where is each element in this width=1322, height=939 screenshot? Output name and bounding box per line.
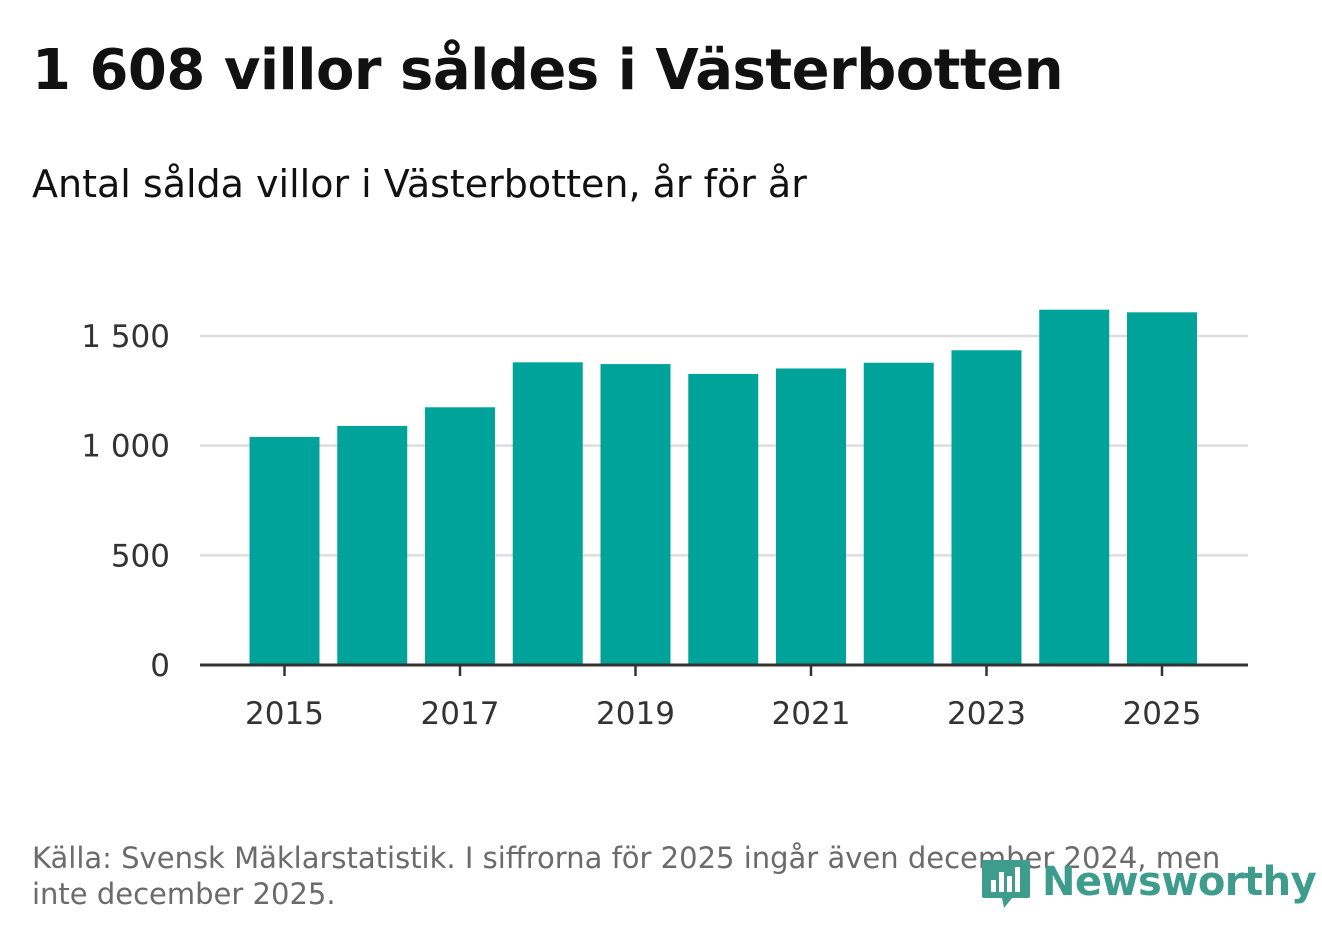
bar-2025 [1127,312,1197,665]
logo-text: Newsworthy [1042,859,1317,905]
bar-2019 [600,364,671,665]
bar-2015 [249,436,320,665]
chart-subtitle: Antal sålda villor i Västerbotten, år fö… [32,162,807,206]
bar-2016 [337,425,408,665]
x-tick-label: 2015 [245,696,324,732]
x-tick-label: 2017 [421,696,500,732]
chart-title: 1 608 villor såldes i Västerbotten [32,38,1064,103]
bar-2021 [776,368,846,665]
y-tick-label: 1 500 [81,319,170,355]
bar-chart-bubble-icon [982,860,1030,908]
y-tick-label: 0 [150,648,170,684]
y-tick-label: 500 [111,538,170,574]
bar-2018 [512,362,583,665]
axes: 0 500 1 000 1 500 2015 2017 2019 2021 2023 2025 [81,319,1248,732]
x-tick-label: 2021 [772,696,851,732]
bar-2017 [425,407,495,665]
x-tick-label: 2023 [947,696,1026,732]
bar-2022 [863,362,934,665]
bar-2024 [1039,309,1110,665]
x-tick-label: 2019 [596,696,675,732]
bar-2020 [688,373,759,665]
y-tick-label: 1 000 [81,429,170,465]
bars [249,309,1197,665]
newsworthy-logo: Newsworthy [980,852,1317,912]
x-tick-label: 2025 [1123,696,1202,732]
bar-chart: 0 500 1 000 1 500 2015 2017 2019 2021 2023 2025 [81,309,1248,732]
bar-2023 [951,350,1022,665]
